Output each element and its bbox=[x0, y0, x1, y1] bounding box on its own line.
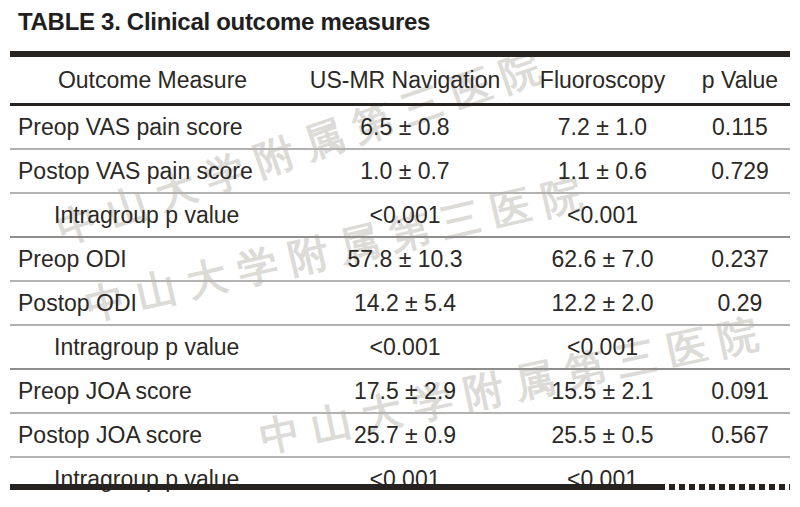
cell-us-mr-navigation: 14.2 ± 5.4 bbox=[295, 290, 515, 317]
table-row-preop-odi: Preop ODI 57.8 ± 10.3 62.6 ± 7.0 0.237 bbox=[10, 236, 790, 280]
cell-p-value: 0.091 bbox=[690, 378, 790, 405]
column-header-p-value: p Value bbox=[690, 67, 790, 94]
column-header-us-mr-navigation: US-MR Navigation bbox=[295, 67, 515, 94]
table-row-intragroup-joa: Intragroup p value <0.001 <0.001 bbox=[10, 456, 790, 500]
column-header-fluoroscopy: Fluoroscopy bbox=[515, 67, 690, 94]
table-header-row: Outcome Measure US-MR Navigation Fluoros… bbox=[10, 57, 790, 106]
table-row-postop-joa: Postop JOA score 25.7 ± 0.9 25.5 ± 0.5 0… bbox=[10, 412, 790, 456]
table-row-postop-vas: Postop VAS pain score 1.0 ± 0.7 1.1 ± 0.… bbox=[10, 148, 790, 192]
cell-fluoroscopy: 1.1 ± 0.6 bbox=[515, 158, 690, 185]
cell-fluoroscopy: 7.2 ± 1.0 bbox=[515, 114, 690, 141]
cell-us-mr-navigation: 6.5 ± 0.8 bbox=[295, 114, 515, 141]
row-label: Postop VAS pain score bbox=[10, 158, 295, 185]
row-label: Preop VAS pain score bbox=[10, 114, 295, 141]
cell-us-mr-navigation: <0.001 bbox=[295, 334, 515, 361]
row-label: Preop JOA score bbox=[10, 378, 295, 405]
cell-us-mr-navigation: 25.7 ± 0.9 bbox=[295, 422, 515, 449]
table-row-preop-vas: Preop VAS pain score 6.5 ± 0.8 7.2 ± 1.0… bbox=[10, 106, 790, 148]
row-label: Intragroup p value bbox=[10, 334, 295, 361]
clinical-outcomes-table: Outcome Measure US-MR Navigation Fluoros… bbox=[10, 57, 790, 500]
cell-us-mr-navigation: 1.0 ± 0.7 bbox=[295, 158, 515, 185]
column-header-outcome-measure: Outcome Measure bbox=[10, 67, 295, 94]
table-row-intragroup-odi: Intragroup p value <0.001 <0.001 bbox=[10, 324, 790, 368]
bottom-rule bbox=[10, 484, 790, 490]
scanned-paper-table-page: 中山大学附属第三医院 中山大学附属第三医院 中山大学附属第三医院 TABLE 3… bbox=[0, 0, 800, 507]
cell-p-value: 0.29 bbox=[690, 290, 790, 317]
table-title: TABLE 3. Clinical outcome measures bbox=[18, 8, 430, 36]
cell-p-value: 0.567 bbox=[690, 422, 790, 449]
table-row-intragroup-vas: Intragroup p value <0.001 <0.001 bbox=[10, 192, 790, 236]
cell-p-value: 0.729 bbox=[690, 158, 790, 185]
top-rule bbox=[10, 51, 790, 57]
row-label: Postop JOA score bbox=[10, 422, 295, 449]
cell-fluoroscopy: <0.001 bbox=[515, 334, 690, 361]
row-label: Preop ODI bbox=[10, 246, 295, 273]
cell-fluoroscopy: <0.001 bbox=[515, 202, 690, 229]
row-label: Postop ODI bbox=[10, 290, 295, 317]
table-body: Preop VAS pain score 6.5 ± 0.8 7.2 ± 1.0… bbox=[10, 106, 790, 500]
cell-fluoroscopy: 62.6 ± 7.0 bbox=[515, 246, 690, 273]
cell-us-mr-navigation: 57.8 ± 10.3 bbox=[295, 246, 515, 273]
row-label: Intragroup p value bbox=[10, 202, 295, 229]
cell-fluoroscopy: 25.5 ± 0.5 bbox=[515, 422, 690, 449]
cell-p-value: 0.237 bbox=[690, 246, 790, 273]
cell-fluoroscopy: 15.5 ± 2.1 bbox=[515, 378, 690, 405]
cell-p-value: 0.115 bbox=[690, 114, 790, 141]
cell-fluoroscopy: 12.2 ± 2.0 bbox=[515, 290, 690, 317]
table-row-preop-joa: Preop JOA score 17.5 ± 2.9 15.5 ± 2.1 0.… bbox=[10, 368, 790, 412]
cell-us-mr-navigation: 17.5 ± 2.9 bbox=[295, 378, 515, 405]
table-row-postop-odi: Postop ODI 14.2 ± 5.4 12.2 ± 2.0 0.29 bbox=[10, 280, 790, 324]
cell-us-mr-navigation: <0.001 bbox=[295, 202, 515, 229]
